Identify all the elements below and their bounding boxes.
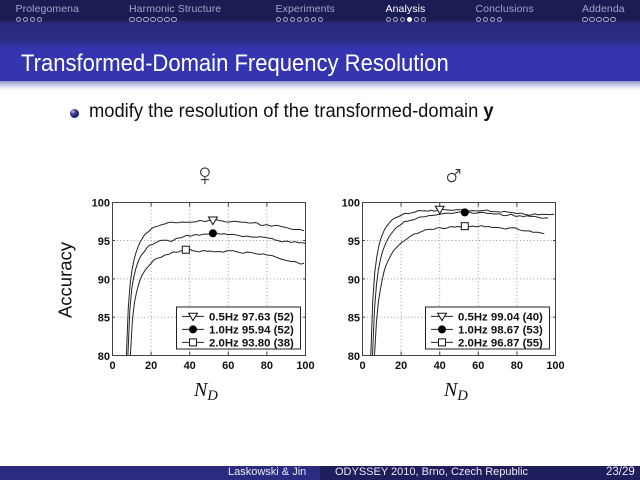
svg-text:60: 60 xyxy=(472,360,484,372)
svg-text:0: 0 xyxy=(359,360,365,372)
svg-text:80: 80 xyxy=(348,351,360,363)
svg-text:0.5Hz 97.63 (52): 0.5Hz 97.63 (52) xyxy=(209,312,294,324)
svg-text:100: 100 xyxy=(296,360,314,372)
svg-text:20: 20 xyxy=(145,360,157,372)
svg-text:100: 100 xyxy=(546,360,564,372)
svg-text:80: 80 xyxy=(261,360,273,372)
svg-text:85: 85 xyxy=(98,313,110,325)
svg-text:2.0Hz 93.80 (38): 2.0Hz 93.80 (38) xyxy=(209,338,294,350)
svg-text:0: 0 xyxy=(109,360,115,372)
svg-text:80: 80 xyxy=(98,351,110,363)
svg-text:1.0Hz 95.94 (52): 1.0Hz 95.94 (52) xyxy=(209,325,294,337)
svg-text:0.5Hz 99.04 (40): 0.5Hz 99.04 (40) xyxy=(458,312,543,324)
svg-text:80: 80 xyxy=(511,360,523,372)
svg-text:Accuracy: Accuracy xyxy=(55,241,76,318)
svg-text:40: 40 xyxy=(434,360,446,372)
svg-text:40: 40 xyxy=(184,360,196,372)
svg-text:90: 90 xyxy=(348,274,360,286)
svg-text:100: 100 xyxy=(342,198,360,210)
svg-text:1.0Hz 98.67 (53): 1.0Hz 98.67 (53) xyxy=(458,325,543,337)
svg-text:85: 85 xyxy=(348,313,360,325)
svg-text:95: 95 xyxy=(98,236,110,248)
svg-text:95: 95 xyxy=(348,236,360,248)
svg-text:2.0Hz 96.87 (55): 2.0Hz 96.87 (55) xyxy=(458,338,543,350)
svg-text:20: 20 xyxy=(395,360,407,372)
svg-text:ND: ND xyxy=(193,379,218,404)
svg-text:100: 100 xyxy=(92,198,110,210)
svg-text:60: 60 xyxy=(222,360,234,372)
svg-text:ND: ND xyxy=(443,379,468,404)
svg-text:90: 90 xyxy=(98,274,110,286)
